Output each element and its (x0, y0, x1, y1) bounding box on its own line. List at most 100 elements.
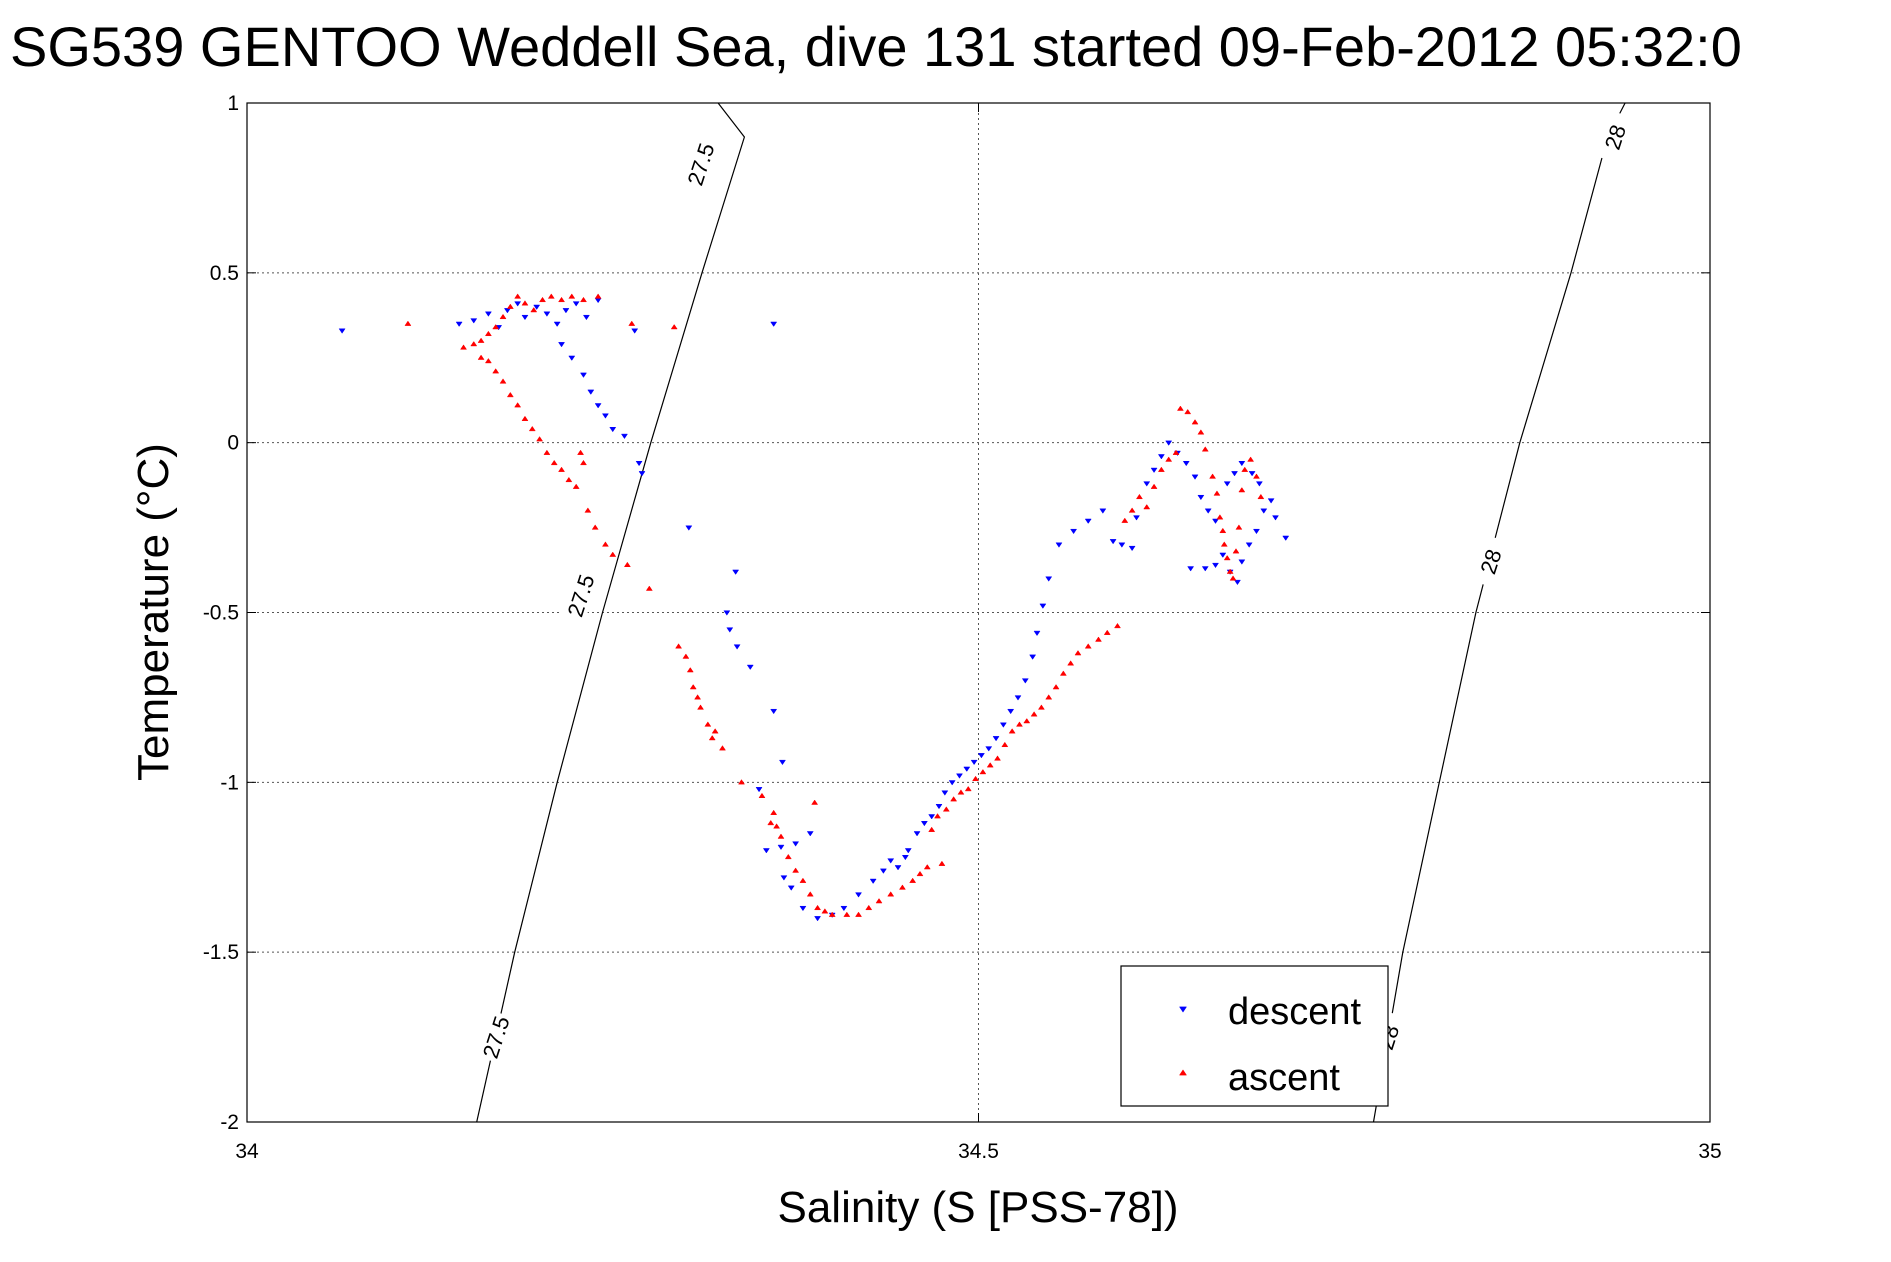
data-point-descent (894, 865, 902, 871)
x-tick-label: 34.5 (958, 1140, 999, 1163)
data-point-descent (484, 311, 492, 317)
data-point-ascent (1114, 622, 1121, 629)
data-point-descent (963, 766, 971, 772)
isopycnal-line (476, 102, 746, 1123)
data-point-descent (568, 355, 576, 361)
data-point-ascent (1220, 541, 1228, 547)
data-point-ascent (843, 911, 851, 917)
data-point-ascent (964, 785, 972, 792)
data-point-descent (855, 892, 863, 898)
data-point-descent (1231, 471, 1238, 477)
data-point-descent (620, 433, 628, 440)
data-point-ascent (1232, 548, 1240, 554)
y-tick-label: 0 (227, 432, 239, 455)
data-point-descent (977, 753, 985, 759)
data-point-ascent (645, 585, 653, 591)
data-point-ascent (477, 354, 485, 360)
data-point-ascent (558, 466, 566, 472)
data-point-descent (609, 427, 617, 433)
isopycnal-label-background (1469, 534, 1510, 589)
data-point-descent (733, 644, 741, 650)
data-point-ascent (591, 524, 599, 530)
legend: descent ascent (1120, 965, 1389, 1107)
data-point-descent (948, 780, 956, 786)
isopycnal-label-background (559, 568, 600, 623)
y-tick-label: 1 (227, 92, 239, 115)
data-point-ascent (460, 344, 467, 350)
data-point-ascent (499, 378, 507, 384)
data-point-ascent (594, 293, 602, 299)
data-point-ascent (675, 643, 683, 649)
data-point-descent (1118, 542, 1126, 548)
data-point-ascent (784, 853, 792, 860)
data-point-descent (780, 875, 788, 881)
data-point-descent (1212, 562, 1219, 569)
data-point-descent (514, 301, 522, 307)
data-point-ascent (1238, 487, 1246, 493)
data-point-ascent (738, 779, 745, 785)
data-point-ascent (686, 667, 694, 673)
legend-label-descent: descent (1228, 991, 1362, 1033)
data-point-descent (1245, 542, 1253, 548)
data-point-ascent (1150, 483, 1158, 489)
data-point-ascent (1247, 456, 1255, 462)
data-point-descent (1212, 518, 1219, 524)
data-point-ascent (1045, 694, 1053, 700)
data-point-ascent (506, 303, 514, 309)
data-point-ascent (1241, 466, 1249, 472)
data-point-descent (901, 855, 909, 861)
data-point-ascent (550, 459, 558, 466)
data-point-ascent (923, 864, 931, 870)
data-point-descent (1055, 542, 1063, 548)
data-point-descent (1191, 474, 1199, 480)
data-point-ascent (1030, 711, 1038, 717)
data-point-descent (1150, 467, 1158, 473)
data-point-ascent (521, 415, 529, 421)
data-point-descent (638, 471, 646, 477)
data-point-descent (755, 787, 763, 793)
data-point-ascent (539, 296, 546, 303)
data-point-ascent (558, 296, 566, 303)
data-point-descent (1197, 494, 1205, 501)
isopycnal-label-background (679, 136, 720, 191)
data-point-ascent (1209, 473, 1217, 479)
data-point-descent (1029, 654, 1037, 660)
data-point-ascent (1184, 408, 1192, 415)
data-point-ascent (994, 755, 1001, 761)
data-point-descent (999, 722, 1007, 728)
data-point-ascent (934, 813, 942, 819)
data-point-descent (580, 372, 587, 378)
data-point-ascent (821, 908, 829, 914)
data-point-descent (562, 308, 570, 314)
legend-box (1120, 965, 1389, 1107)
data-point-ascent (577, 449, 585, 455)
data-point-descent (587, 389, 595, 395)
legend-symbol-ascent (1179, 1069, 1187, 1076)
data-point-descent (806, 831, 814, 837)
data-point-ascent (875, 898, 883, 904)
data-point-ascent (1201, 446, 1209, 452)
data-point-descent (521, 314, 529, 321)
data-point-descent (1007, 708, 1015, 715)
data-point-descent (1248, 471, 1256, 477)
data-point-ascent (543, 449, 551, 455)
data-point-ascent (514, 402, 522, 408)
data-point-ascent (811, 799, 819, 805)
data-point-ascent (584, 507, 592, 513)
data-point-ascent (916, 870, 924, 877)
data-point-descent (985, 746, 993, 752)
data-point-descent (455, 321, 463, 327)
data-point-descent (1014, 695, 1022, 701)
data-point-descent (1109, 539, 1117, 545)
data-point-descent (601, 413, 609, 419)
data-point-ascent (1084, 643, 1092, 649)
data-point-descent (1201, 566, 1209, 572)
data-point-ascent (1103, 629, 1111, 635)
data-point-descent (1070, 528, 1078, 535)
data-point-ascent (628, 320, 636, 326)
data-point-descent (685, 525, 693, 531)
data-point-ascent (1213, 490, 1221, 496)
data-point-ascent (1219, 527, 1227, 534)
data-point-ascent (758, 792, 766, 798)
data-point-ascent (1223, 555, 1231, 561)
